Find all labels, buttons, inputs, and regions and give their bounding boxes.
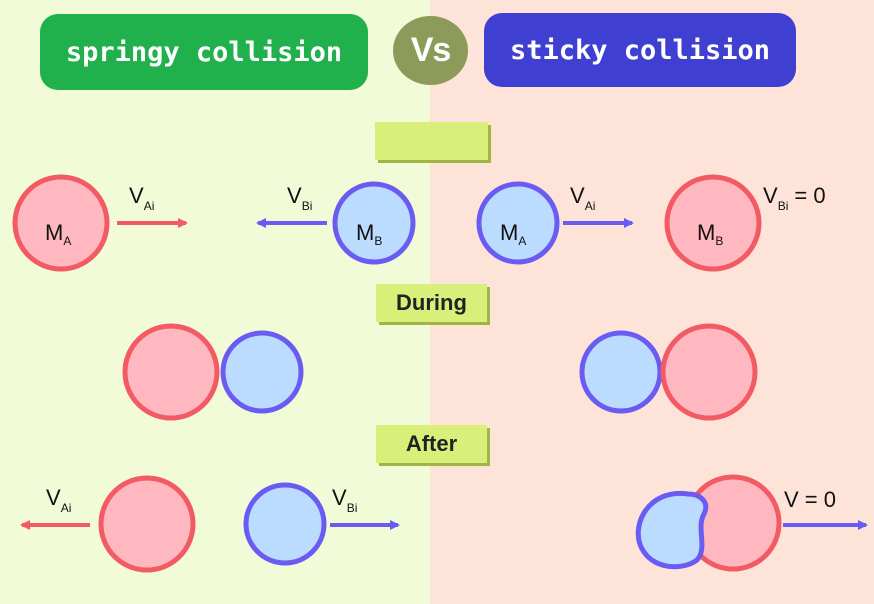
springy-before-ball-a — [12, 174, 110, 272]
sticky-after-ball-a — [635, 491, 709, 570]
sticky-before-velocity-b-label: VBi = 0 — [763, 183, 826, 213]
sticky-during-ball-a — [579, 330, 663, 414]
sticky-before-mass-a-label: MA — [500, 220, 526, 248]
springy-before-mass-b-label: MB — [356, 220, 382, 248]
vs-label: Vs — [410, 31, 452, 69]
springy-before-velocity-b-label: VBi — [287, 183, 312, 213]
springy-before-mass-a-label: MA — [45, 220, 71, 248]
springy-panel-background — [0, 0, 430, 604]
sticky-before-mass-b-label: MB — [697, 220, 723, 248]
springy-after-ball-a — [98, 475, 196, 573]
sticky-before-ball-a — [476, 181, 560, 265]
springy-during-ball-a — [122, 323, 220, 421]
springy-after-velocity-a-label: VAi — [46, 485, 71, 515]
stage-label-during: During — [376, 284, 487, 322]
sticky-before-ball-b — [664, 174, 762, 272]
springy-before-ball-b — [332, 181, 416, 265]
springy-after-ball-b — [243, 482, 327, 566]
stage-label-after: After — [376, 425, 487, 463]
stage-label-before — [375, 122, 488, 160]
springy-during-ball-b — [220, 330, 304, 414]
springy-collision-title: springy collision — [40, 14, 368, 90]
sticky-collision-title: sticky collision — [484, 13, 796, 87]
sticky-during-ball-b — [660, 323, 758, 421]
springy-after-velocity-b-label: VBi — [332, 485, 357, 515]
sticky-after-velocity-label: V = 0 — [784, 487, 836, 512]
springy-before-velocity-a-label: VAi — [129, 183, 154, 213]
sticky-before-velocity-a-label: VAi — [570, 183, 595, 213]
vs-badge: Vs — [393, 16, 468, 85]
